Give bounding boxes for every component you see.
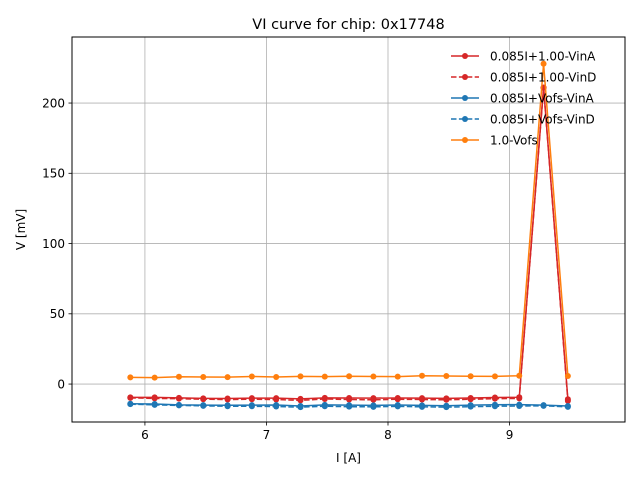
data-point — [564, 373, 571, 380]
data-point — [491, 395, 498, 402]
data-point — [297, 397, 304, 404]
data-point — [297, 404, 304, 411]
data-point — [127, 374, 134, 381]
data-point — [127, 401, 134, 408]
data-point — [224, 403, 231, 410]
data-point — [151, 395, 158, 402]
data-point — [346, 403, 353, 410]
y-tick-label: 0 — [57, 377, 65, 391]
data-point — [491, 373, 498, 380]
data-point — [443, 404, 450, 411]
data-point — [419, 372, 426, 379]
x-tick-label: 8 — [384, 428, 392, 442]
legend-label: 0.085I+Vofs-VinA — [490, 91, 595, 105]
grid-lines — [72, 37, 625, 422]
x-tick-label: 9 — [506, 428, 514, 442]
data-point — [491, 403, 498, 410]
legend-marker — [462, 95, 468, 101]
legend: 0.085I+1.00-VinA 0.085I+1.00-VinD 0.085I+V… — [451, 49, 596, 147]
data-point — [248, 403, 255, 410]
series-3 — [127, 401, 571, 411]
series-layer — [127, 60, 571, 411]
data-point — [443, 373, 450, 380]
data-point — [248, 396, 255, 403]
data-point — [540, 60, 547, 67]
legend-label: 1.0-Vofs — [490, 133, 538, 147]
y-tick-label: 150 — [42, 167, 65, 181]
data-point — [467, 396, 474, 403]
data-point — [419, 403, 426, 410]
legend-label: 0.085I+1.00-VinA — [490, 49, 596, 63]
data-point — [419, 396, 426, 403]
x-tick-label: 7 — [263, 428, 271, 442]
x-axis-label: I [A] — [336, 451, 361, 465]
data-point — [564, 397, 571, 404]
data-point — [370, 403, 377, 410]
data-point — [467, 373, 474, 380]
legend-marker — [462, 53, 468, 59]
legend-label: 0.085I+1.00-VinD — [490, 70, 596, 84]
legend-entry: 0.085I+1.00-VinA — [451, 49, 596, 63]
y-axis-label: V [mV] — [14, 209, 28, 250]
data-point — [394, 396, 401, 403]
legend-marker — [462, 74, 468, 80]
data-point — [297, 373, 304, 380]
y-tick-label: 200 — [42, 96, 65, 110]
data-point — [175, 402, 182, 409]
data-point — [540, 402, 547, 409]
data-point — [516, 372, 523, 379]
plot-frame — [71, 36, 626, 423]
data-point — [564, 403, 571, 410]
data-point — [224, 396, 231, 403]
data-point — [175, 395, 182, 402]
data-point — [273, 403, 280, 410]
data-point — [516, 402, 523, 409]
data-point — [273, 374, 280, 381]
data-point — [346, 396, 353, 403]
data-point — [370, 396, 377, 403]
x-axis-ticks: 6 7 8 9 — [141, 422, 513, 442]
legend-entry: 0.085I+Vofs-VinD — [451, 112, 595, 126]
data-point — [273, 396, 280, 403]
data-point — [175, 373, 182, 380]
data-point — [127, 394, 134, 401]
data-point — [200, 402, 207, 409]
data-point — [200, 396, 207, 403]
data-point — [443, 396, 450, 403]
data-point — [321, 395, 328, 402]
y-tick-label: 50 — [50, 307, 65, 321]
legend-entry: 0.085I+Vofs-VinA — [451, 91, 595, 105]
data-point — [224, 374, 231, 381]
data-point — [516, 395, 523, 402]
data-point — [200, 374, 207, 381]
data-point — [151, 374, 158, 381]
data-point — [321, 403, 328, 410]
data-point — [467, 403, 474, 410]
x-tick-label: 6 — [141, 428, 149, 442]
y-tick-label: 100 — [42, 237, 65, 251]
data-point — [321, 373, 328, 380]
series-4 — [127, 60, 571, 381]
y-axis-ticks: 0 50 100 150 200 — [42, 96, 72, 391]
legend-marker — [462, 116, 468, 122]
data-point — [394, 373, 401, 380]
chart-title: VI curve for chip: 0x17748 — [252, 17, 444, 33]
legend-marker — [462, 137, 468, 143]
legend-entry: 0.085I+1.00-VinD — [451, 70, 596, 84]
data-point — [248, 373, 255, 380]
data-point — [394, 403, 401, 410]
legend-label: 0.085I+Vofs-VinD — [490, 112, 595, 126]
data-point — [370, 373, 377, 380]
data-point — [346, 373, 353, 380]
legend-entry: 1.0-Vofs — [451, 133, 538, 147]
data-point — [151, 401, 158, 408]
